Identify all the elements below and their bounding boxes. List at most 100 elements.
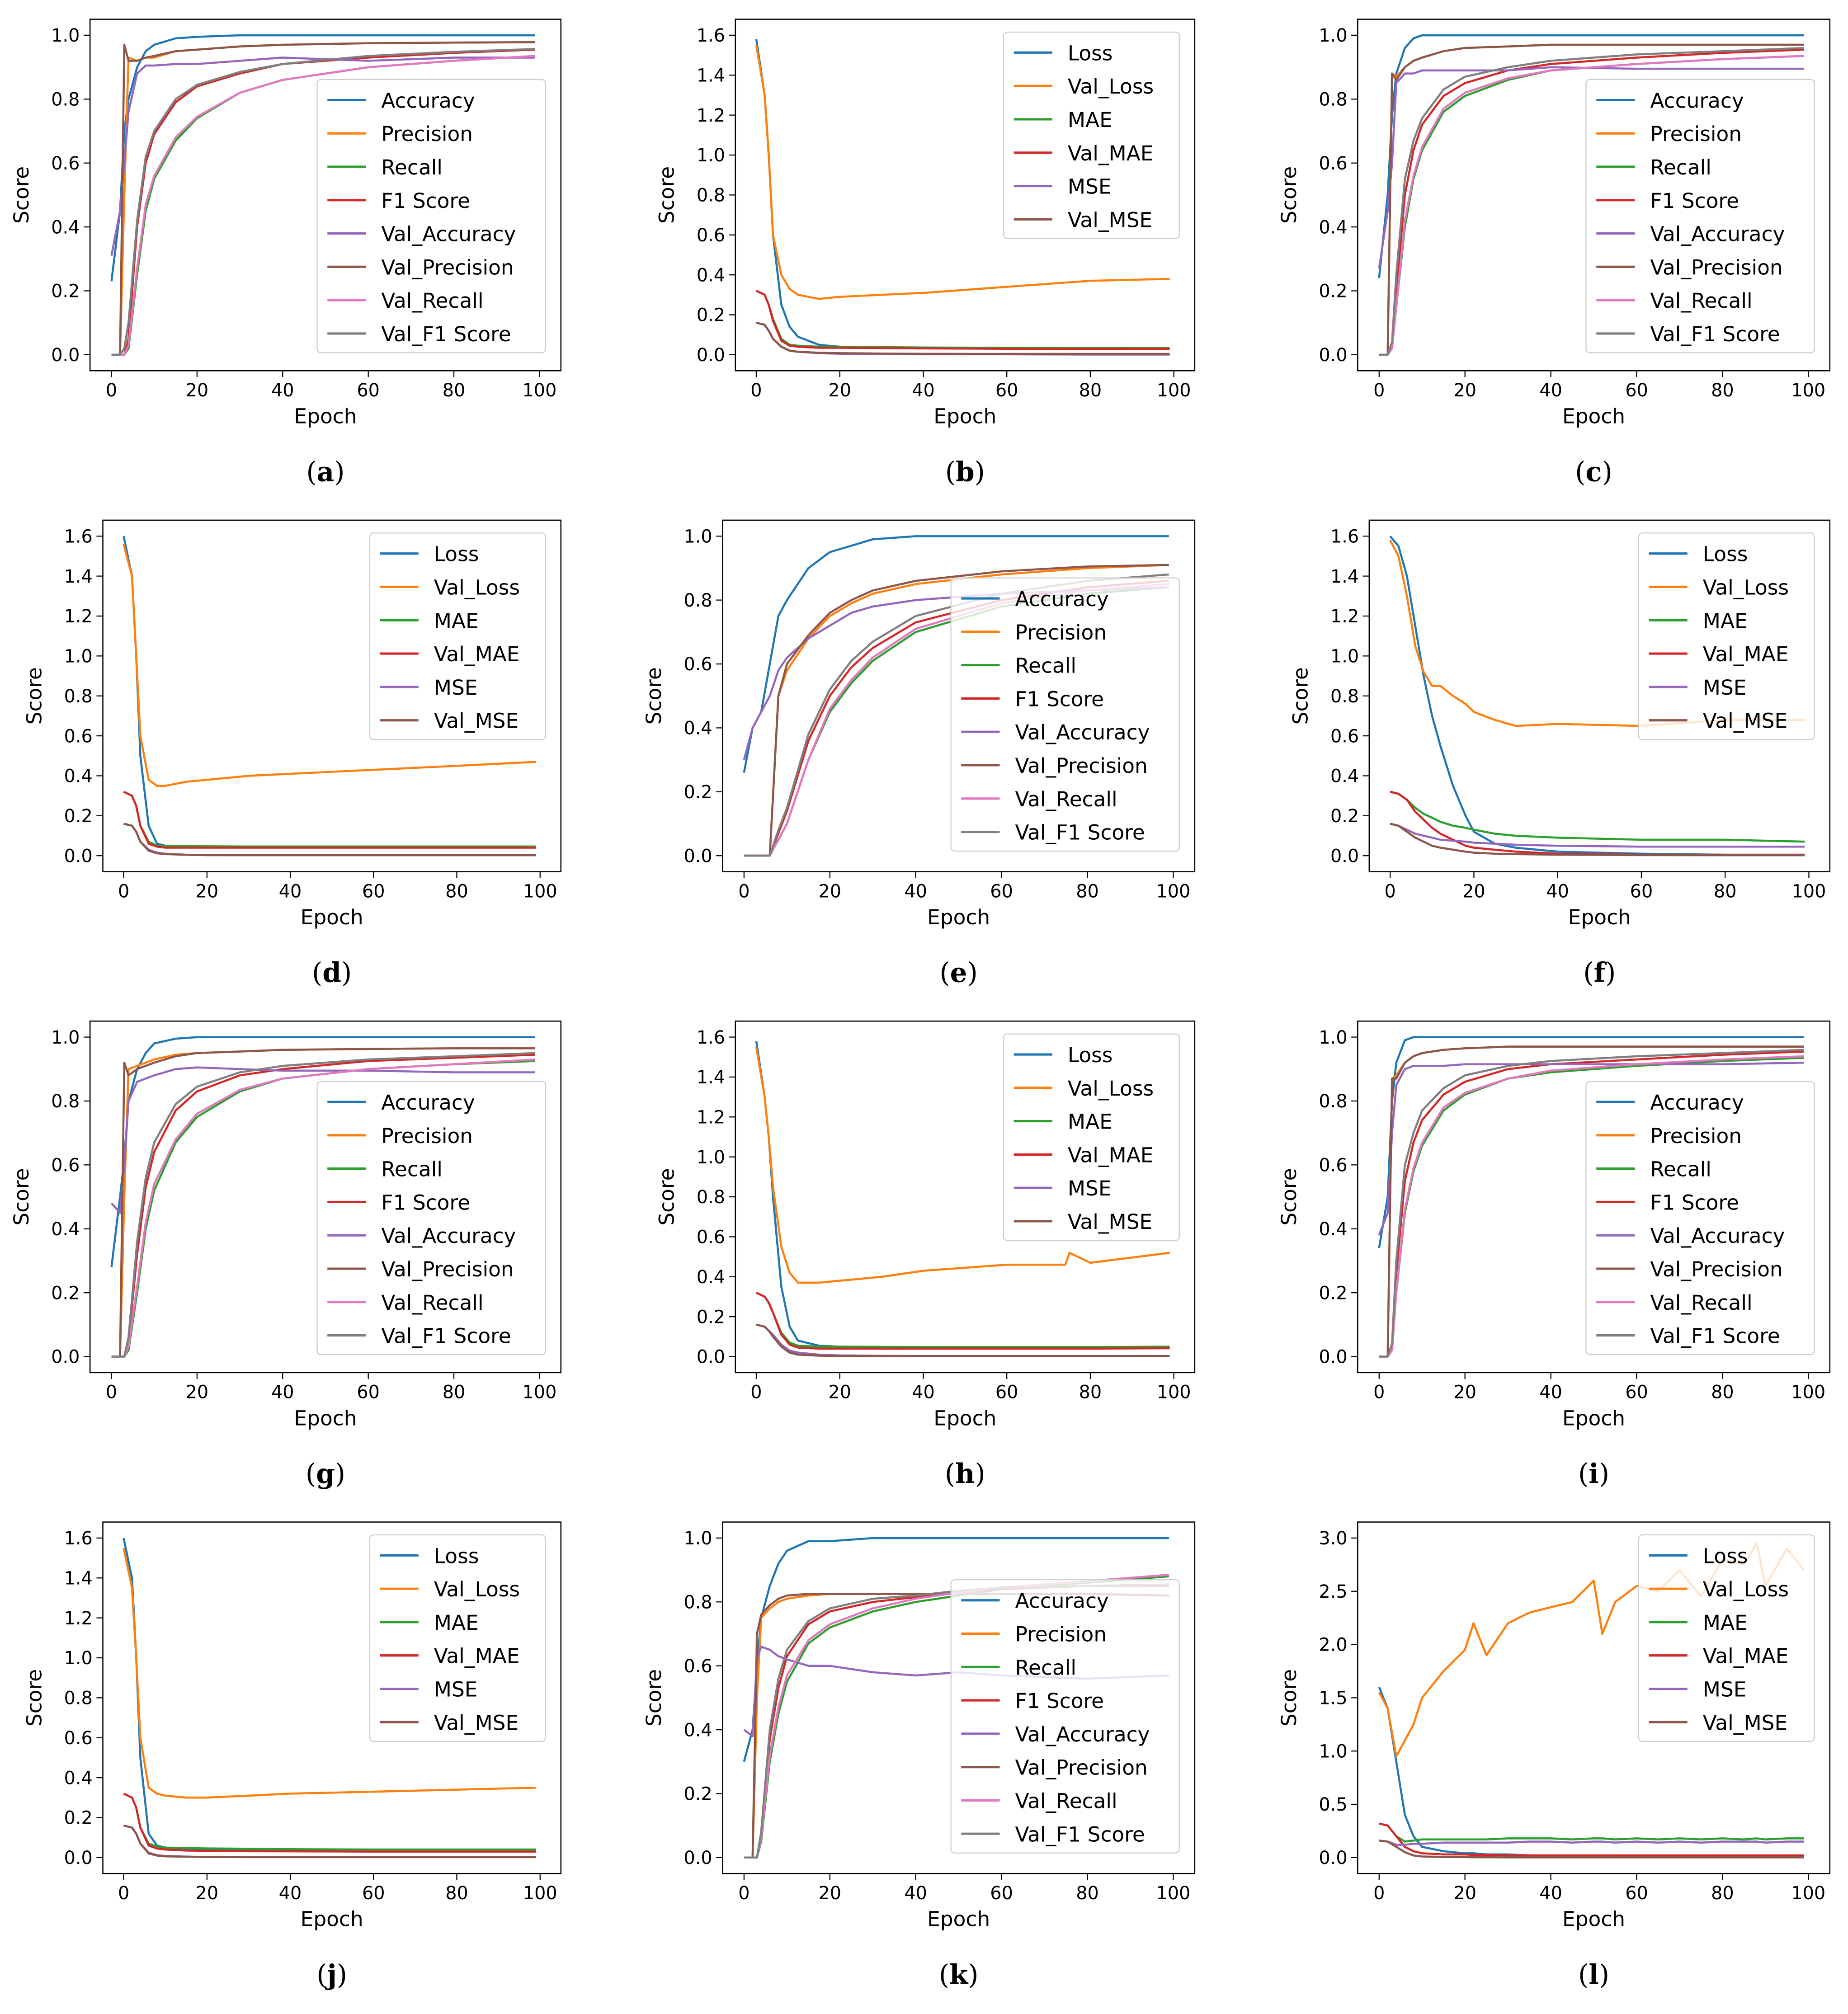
caption-letter: l <box>1589 1959 1599 1990</box>
y-tick-label: 0.4 <box>697 265 725 286</box>
legend-label: Val_Loss <box>434 1577 520 1601</box>
series-line-val-loss <box>755 45 1170 300</box>
legend-label: Recall <box>1015 654 1076 678</box>
series-line-val-f1-score <box>1379 1049 1804 1358</box>
legend-label: Precision <box>1650 122 1742 146</box>
x-tick-label: 0 <box>738 1883 750 1904</box>
y-tick-label: 3.0 <box>1319 1528 1347 1549</box>
series-line-val-mae <box>756 1292 1170 1350</box>
x-tick-label: 40 <box>912 380 935 401</box>
x-tick-label: 100 <box>1792 881 1826 902</box>
series-line-val-mae <box>1379 1822 1804 1857</box>
x-tick-label: 80 <box>443 1382 466 1403</box>
legend: Loss Val_Loss MAE Val_MAE MSE Val_MSE <box>1003 31 1180 240</box>
chart-panel-j: 0 20 40 60 80 100 0.0 0.2 0.4 0.6 0.8 1.0 1.2 1.4 1.6 E… <box>22 1521 562 1990</box>
series-line-val-mae <box>123 1793 536 1853</box>
y-axis-label: Score <box>1277 1168 1301 1225</box>
x-tick-label: 100 <box>523 1883 557 1904</box>
legend-label: Val_F1 Score <box>381 322 511 346</box>
chart-panel-i: 0 20 40 60 80 100 0.0 0.2 0.4 0.6 0.8 1.0 Epoch Score… <box>1277 1020 1831 1490</box>
x-tick-label: 80 <box>445 881 468 902</box>
legend-label: Precision <box>1015 621 1107 645</box>
series-line-val-mse <box>756 321 1170 355</box>
y-tick-label: 0.4 <box>1319 217 1347 238</box>
panel-caption: (i) <box>1578 1458 1609 1490</box>
x-axis-label: Epoch <box>1562 1406 1625 1430</box>
axes-frame <box>102 519 562 872</box>
legend-label: Loss <box>434 1544 479 1568</box>
y-tick-label: 1.0 <box>697 145 725 166</box>
series-line-mse <box>123 823 536 856</box>
y-tick-label: 1.6 <box>697 25 725 46</box>
legend-label: Val_MSE <box>434 1711 519 1735</box>
x-axis-label: Epoch <box>1568 905 1631 929</box>
y-tick-label: 0.4 <box>697 1267 725 1288</box>
series-line-val-loss <box>123 544 536 787</box>
series-line-mse <box>1390 823 1805 848</box>
x-tick-label: 80 <box>1079 1382 1102 1403</box>
panel-caption: (b) <box>945 456 985 488</box>
y-tick-label: 0.4 <box>684 1720 712 1741</box>
x-tick-label: 100 <box>523 1382 557 1403</box>
legend: Loss Val_Loss MAE Val_MAE MSE Val_MSE <box>1638 1534 1815 1742</box>
y-axis-label: Score <box>1277 1669 1301 1727</box>
chart-panel-d: 0 20 40 60 80 100 0.0 0.2 0.4 0.6 0.8 1.0 1.2 1.4 1.6 E… <box>22 519 562 989</box>
y-tick-label: 0.6 <box>697 1227 725 1248</box>
chart-panel-h: 0 20 40 60 80 100 0.0 0.2 0.4 0.6 0.8 1.0 1.2 1.4 1.6 E… <box>655 1020 1196 1490</box>
legend-label: Val_Accuracy <box>1650 222 1785 246</box>
legend-label: Val_Loss <box>1068 75 1154 99</box>
caption-letter: f <box>1594 957 1607 989</box>
y-tick-label: 1.0 <box>1330 646 1359 667</box>
legend-label: MSE <box>1703 1678 1747 1702</box>
x-tick-label: 60 <box>357 1382 380 1403</box>
y-tick-label: 0.2 <box>51 281 80 302</box>
series-line-val-precision <box>111 41 536 356</box>
y-tick-label: 0.8 <box>1319 1091 1347 1112</box>
y-tick-label: 0.6 <box>1319 1155 1347 1176</box>
legend-label: MAE <box>434 609 479 633</box>
y-tick-label: 0.8 <box>1330 686 1359 707</box>
x-tick-label: 60 <box>357 380 380 401</box>
chart-panel-f: 0 20 40 60 80 100 0.0 0.2 0.4 0.6 0.8 1.0 1.2 1.4 1.6 E… <box>1289 519 1831 989</box>
caption-letter: g <box>316 1458 335 1490</box>
legend: Loss Val_Loss MAE Val_MAE MSE Val_MSE <box>369 532 546 740</box>
y-tick-label: 0.0 <box>684 846 712 866</box>
series-line-accuracy <box>1378 34 1804 278</box>
x-tick-label: 100 <box>1157 380 1191 401</box>
legend-label: Accuracy <box>1015 587 1109 611</box>
y-tick-label: 0.2 <box>697 305 725 326</box>
x-tick-label: 0 <box>118 881 129 902</box>
x-tick-label: 0 <box>750 380 762 401</box>
series-line-val-f1-score <box>1379 47 1804 356</box>
series-line-val-precision <box>1379 1045 1804 1358</box>
x-tick-label: 20 <box>1462 881 1485 902</box>
legend-label: F1 Score <box>1015 687 1104 711</box>
y-tick-label: 0.0 <box>1319 1848 1347 1868</box>
legend-label: Val_MSE <box>1703 1711 1787 1735</box>
x-tick-label: 0 <box>1373 380 1385 401</box>
legend-label: Loss <box>1703 542 1748 566</box>
series-line-mae <box>1379 1822 1804 1843</box>
series-line-val-mse <box>756 1323 1170 1357</box>
x-tick-label: 0 <box>118 1883 129 1904</box>
legend-label: Val_F1 Score <box>1650 1324 1780 1348</box>
chart-panel-b: 0 20 40 60 80 100 0.0 0.2 0.4 0.6 0.8 1.0 1.2 1.4 1.6 E… <box>655 19 1196 488</box>
legend-label: Recall <box>381 155 442 179</box>
x-tick-label: 100 <box>1156 881 1190 902</box>
x-tick-label: 0 <box>1373 1382 1385 1403</box>
x-axis-label: Epoch <box>301 1907 363 1931</box>
legend: Accuracy Precision Recall F1 Score Val_Accur… <box>950 1579 1180 1854</box>
y-tick-label: 0.8 <box>697 1187 725 1208</box>
y-tick-label: 0.8 <box>64 686 93 707</box>
y-tick-label: 0.4 <box>51 1219 80 1240</box>
y-tick-label: 0.6 <box>1330 726 1359 747</box>
legend-label: Val_Recall <box>1650 289 1752 313</box>
y-tick-label: 1.4 <box>697 65 725 86</box>
y-tick-label: 1.4 <box>64 1568 93 1589</box>
legend-label: F1 Score <box>1650 1191 1739 1214</box>
panel-caption: (d) <box>312 957 352 989</box>
y-tick-label: 0.6 <box>51 153 80 174</box>
y-tick-label: 0.0 <box>697 1347 725 1368</box>
x-tick-label: 20 <box>828 380 851 401</box>
axes-frame <box>89 19 562 372</box>
